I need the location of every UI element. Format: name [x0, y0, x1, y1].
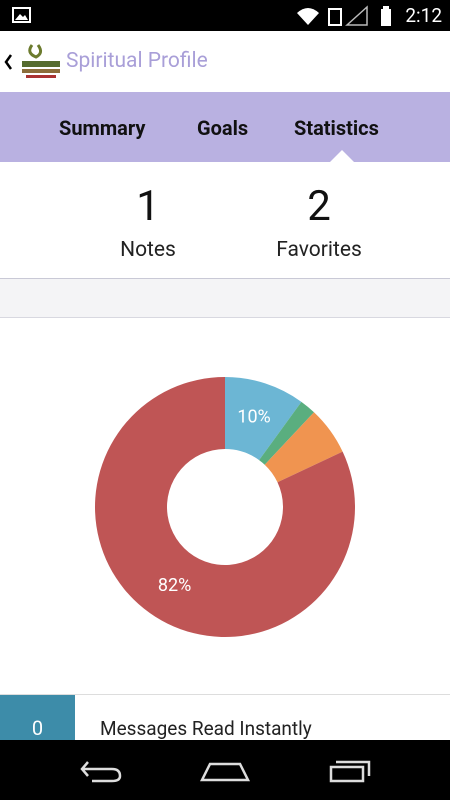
donut-segment — [94, 377, 355, 637]
donut-segment — [225, 377, 302, 461]
app-title: Spiritual Profile — [66, 49, 208, 73]
home-button[interactable] — [199, 762, 251, 782]
tab[interactable]: Statistics — [294, 116, 379, 140]
count-badge: 0 — [0, 695, 75, 741]
divider-band — [0, 279, 450, 318]
donut-segment — [264, 412, 343, 483]
stat-label: Notes — [120, 238, 176, 262]
clock: 2:12 — [405, 4, 442, 27]
value-label: 82% — [158, 575, 191, 596]
back-button[interactable] — [80, 761, 122, 783]
tab[interactable]: Goals — [197, 116, 249, 140]
back-logo[interactable] — [2, 41, 64, 83]
nav-buttons — [80, 760, 371, 783]
stat-value: 2 — [307, 182, 331, 231]
donut-segment — [259, 401, 314, 465]
value-label: 10% — [237, 406, 270, 427]
tab[interactable]: Summary — [59, 116, 146, 140]
recents-button[interactable] — [329, 760, 371, 783]
nav-bar — [0, 740, 450, 800]
stat-value: 1 — [136, 182, 160, 231]
stats: 1 Notes 2 Favorites — [0, 162, 450, 279]
status-icons — [297, 5, 391, 26]
list-item[interactable]: 0 Messages Read Instantly — [0, 694, 450, 741]
donut-chart: 10% 82% — [94, 377, 355, 637]
status-bar: 2:12 — [0, 0, 450, 31]
stat-label: Favorites — [276, 238, 362, 262]
tab-indicator — [330, 150, 354, 162]
app-bar: Spiritual Profile — [0, 31, 450, 92]
item-label: Messages Read Instantly — [100, 717, 312, 740]
image-icon — [12, 7, 31, 23]
tab-bar: Summary Goals Statistics — [0, 92, 450, 162]
